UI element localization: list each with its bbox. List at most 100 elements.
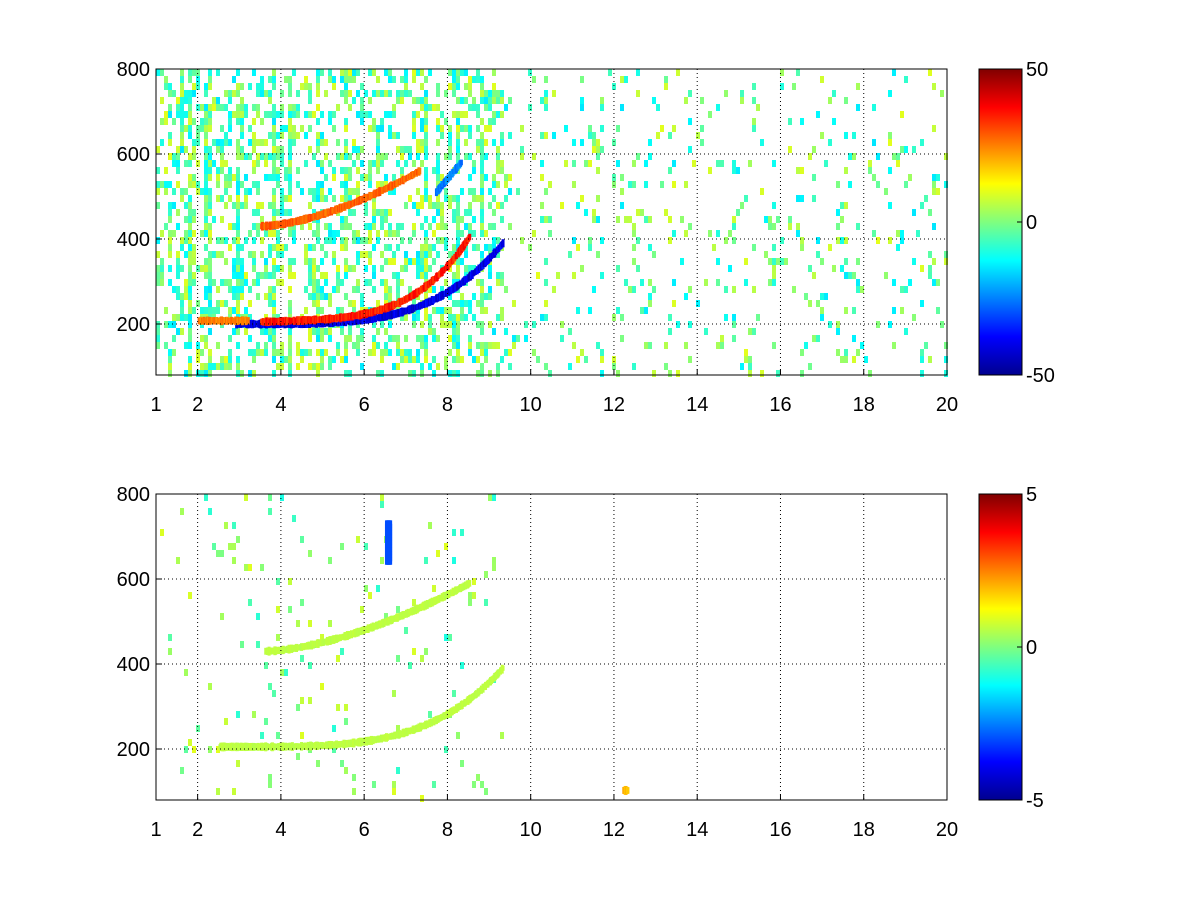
- heatmap-cell: [312, 272, 316, 279]
- heatmap-cell: [876, 237, 880, 244]
- heatmap-cell: [560, 321, 564, 328]
- heatmap-cell: [816, 111, 820, 118]
- heatmap-cell: [856, 83, 860, 90]
- heatmap-cell: [284, 209, 288, 216]
- heatmap-cell: [444, 321, 448, 328]
- heatmap-cell: [336, 704, 340, 711]
- heatmap-cell: [860, 286, 864, 293]
- heatmap-cell: [368, 592, 372, 599]
- heatmap-cell: [808, 363, 812, 370]
- heatmap-cell: [244, 153, 248, 160]
- heatmap-cell: [200, 125, 204, 132]
- heatmap-cell: [448, 370, 452, 377]
- x-tick-label: 18: [853, 819, 875, 841]
- heatmap-cell: [436, 307, 440, 314]
- heatmap-cell: [372, 286, 376, 293]
- heatmap-cell: [252, 132, 256, 139]
- heatmap-cell: [452, 83, 456, 90]
- heatmap-cell: [172, 349, 176, 356]
- heatmap-cell: [240, 293, 244, 300]
- heatmap-cell: [384, 209, 388, 216]
- heatmap-cell: [176, 111, 180, 118]
- heatmap-cell: [424, 146, 428, 153]
- heatmap-cell: [208, 307, 212, 314]
- heatmap-cell: [480, 160, 484, 167]
- heatmap-cell: [560, 335, 564, 342]
- heatmap-cell: [236, 286, 240, 293]
- heatmap-cell: [320, 258, 324, 265]
- heatmap-cell: [452, 335, 456, 342]
- heatmap-cell: [236, 181, 240, 188]
- heatmap-cell: [932, 188, 936, 195]
- heatmap-cell: [476, 300, 480, 307]
- heatmap-cell: [928, 209, 932, 216]
- heatmap-cell: [492, 223, 496, 230]
- heatmap-cell: [208, 363, 212, 370]
- heatmap-cell: [376, 90, 380, 97]
- heatmap-cell: [232, 202, 236, 209]
- heatmap-cell: [440, 174, 444, 181]
- heatmap-cell: [224, 258, 228, 265]
- heatmap-cell: [480, 781, 484, 788]
- x-tick-label: 8: [442, 819, 453, 841]
- heatmap-cell: [256, 83, 260, 90]
- heatmap-cell: [412, 69, 416, 76]
- heatmap-cell: [500, 167, 504, 174]
- heatmap-cell: [272, 146, 276, 153]
- heatmap-cell: [308, 328, 312, 335]
- heatmap-cell: [424, 335, 428, 342]
- heatmap-cell: [340, 237, 344, 244]
- heatmap-cell: [288, 349, 292, 356]
- heatmap-cell: [208, 258, 212, 265]
- heatmap-cell: [324, 349, 328, 356]
- heatmap-cell: [332, 195, 336, 202]
- heatmap-cell: [380, 153, 384, 160]
- heatmap-cell: [420, 104, 424, 111]
- heatmap-cell: [180, 132, 184, 139]
- heatmap-cell: [328, 160, 332, 167]
- heatmap-cell: [192, 174, 196, 181]
- heatmap-cell: [424, 104, 428, 111]
- heatmap-cell: [436, 153, 440, 160]
- heatmap-cell: [888, 167, 892, 174]
- heatmap-cell: [384, 328, 388, 335]
- heatmap-cell: [904, 146, 908, 153]
- heatmap-cell: [424, 153, 428, 160]
- heatmap-cell: [336, 153, 340, 160]
- heatmap-cell: [328, 356, 332, 363]
- heatmap-cell: [412, 111, 416, 118]
- heatmap-cell: [260, 328, 264, 335]
- heatmap-cell: [568, 328, 572, 335]
- heatmap-cell: [360, 104, 364, 111]
- heatmap-cell: [876, 153, 880, 160]
- heatmap-cell: [500, 132, 504, 139]
- heatmap-cell: [636, 90, 640, 97]
- heatmap-cell: [436, 195, 440, 202]
- heatmap-cell: [920, 265, 924, 272]
- heatmap-cell: [592, 216, 596, 223]
- heatmap-cell: [436, 118, 440, 125]
- top-x-axis: 1 2 4 6 8 10 12 14 16 18 20: [150, 369, 958, 416]
- heatmap-cell: [368, 230, 372, 237]
- heatmap-cell: [416, 139, 420, 146]
- heatmap-cell: [836, 237, 840, 244]
- heatmap-cell: [236, 90, 240, 97]
- heatmap-cell: [240, 125, 244, 132]
- heatmap-cell: [708, 230, 712, 237]
- heatmap-cell: [292, 230, 296, 237]
- heatmap-cell: [344, 69, 348, 76]
- heatmap-cell: [720, 160, 724, 167]
- heatmap-cell: [300, 83, 304, 90]
- heatmap-cell: [356, 69, 360, 76]
- heatmap-cell: [944, 258, 948, 265]
- heatmap-cell: [340, 543, 344, 550]
- heatmap-cell: [208, 153, 212, 160]
- heatmap-cell: [484, 97, 488, 104]
- heatmap-cell: [464, 251, 468, 258]
- heatmap-cell: [272, 286, 276, 293]
- heatmap-cell: [812, 174, 816, 181]
- colorbar-tick-label: -50: [1026, 365, 1055, 387]
- heatmap-cell: [184, 279, 188, 286]
- heatmap-cell: [188, 223, 192, 230]
- heatmap-cell: [188, 209, 192, 216]
